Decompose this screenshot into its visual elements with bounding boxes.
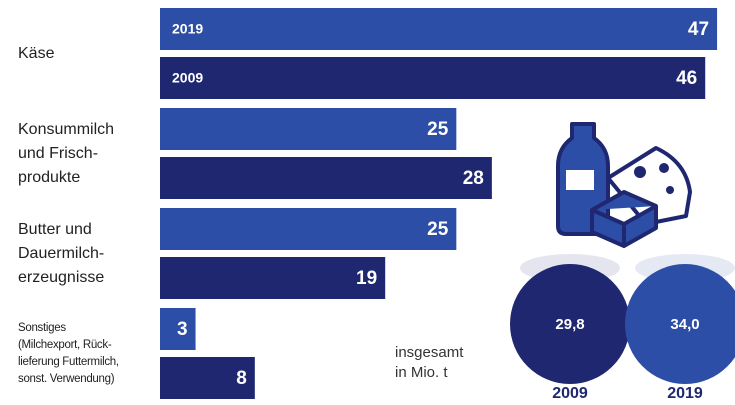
series-label: 2019 [172,21,203,37]
value-label: 25 [427,119,449,140]
bottle-label [566,170,594,190]
dairy-icons [556,122,692,248]
bar [160,208,457,250]
total-value: 34,0 [670,316,699,333]
butter-icon [590,190,658,248]
category-label: Konsummilch und Frisch- produkte [18,121,115,186]
category-label: Butter und Dauermilch- erzeugnisse [18,221,105,286]
bar [160,108,457,150]
value-label: 46 [676,68,697,89]
total-year: 2009 [552,385,588,402]
value-label: 19 [356,268,377,289]
bar [160,257,386,299]
value-label: 25 [427,219,449,240]
total-circle [625,264,735,384]
total-circle [510,264,630,384]
total-value: 29,8 [555,316,584,333]
bar [160,357,255,399]
cheese-icon [606,146,692,226]
total-year: 2019 [667,385,703,402]
series-label: 2009 [172,70,203,86]
bar [160,57,706,99]
value-label: 8 [236,368,247,389]
bar [160,308,196,350]
bar [160,8,718,50]
totals-label: insgesamt in Mio. t [395,344,464,381]
value-label: 47 [688,19,709,40]
value-label: 28 [463,168,484,189]
category-label: Sonstiges (Milchexport, Rück- lieferung … [18,322,119,385]
category-label: Käse [18,45,55,62]
bar [160,157,492,199]
value-label: 3 [177,319,188,340]
